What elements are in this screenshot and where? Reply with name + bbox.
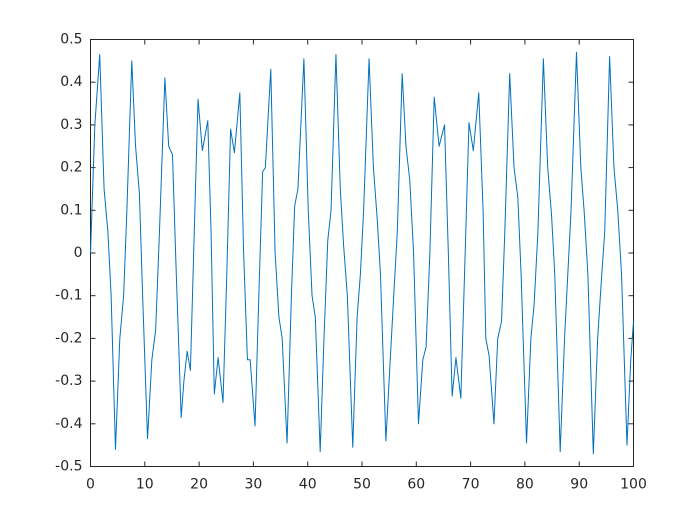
x-tick-label: 0 (86, 477, 95, 493)
y-tick-label: -0.1 (55, 288, 82, 304)
y-tick-label: 0.4 (60, 74, 82, 90)
y-tick-label: 0 (74, 245, 83, 261)
y-tick-label: -0.2 (55, 330, 82, 346)
x-tick-label: 50 (353, 477, 371, 493)
axes-box (90, 39, 634, 467)
x-tick-label: 60 (407, 477, 425, 493)
x-tick-label: 80 (516, 477, 534, 493)
y-tick-label: 0.5 (60, 32, 82, 48)
y-tick-label: 0.1 (60, 202, 82, 218)
x-tick-label: 20 (190, 477, 208, 493)
x-tick-label: 100 (620, 477, 647, 493)
y-tick-label: -0.3 (55, 373, 82, 389)
line (90, 51, 634, 455)
y-tick-label: 0.2 (60, 160, 82, 176)
y-tick-label: -0.4 (55, 416, 82, 432)
x-tick-label: 40 (299, 477, 317, 493)
x-tick-label: 70 (462, 477, 480, 493)
x-tick-label: 90 (570, 477, 588, 493)
x-tick-label: 10 (136, 477, 154, 493)
y-tick-label: -0.5 (55, 459, 82, 475)
x-tick-label: 30 (244, 477, 262, 493)
y-tick-label: 0.3 (60, 117, 82, 133)
